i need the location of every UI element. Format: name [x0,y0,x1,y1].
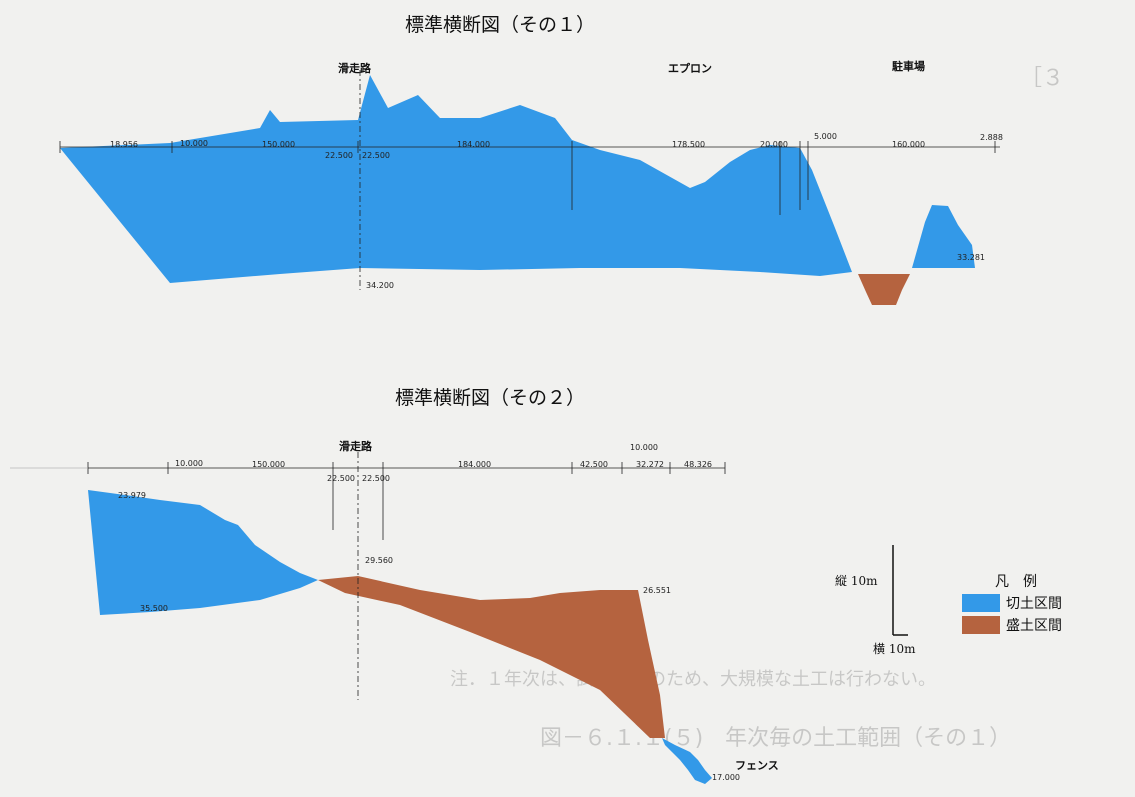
section2-fence-label: フェンス [735,759,779,772]
section1-parking-cut [912,205,975,268]
s2-dim: 184.000 [458,460,492,469]
section2-cut-left [88,490,318,615]
section2-runway-label: 滑走路 [339,440,372,453]
section2-fill-area [318,576,665,738]
s2-dim: 26.551 [643,586,671,595]
s1-dim: 160.000 [892,140,926,149]
section1-apron-label: エプロン [668,62,712,75]
legend-item-cut: 切土区間 [962,593,1062,613]
s1-dim: 18.956 [110,140,138,149]
scale-bar [892,545,908,636]
section1-profile [59,70,1000,305]
s1-dim: 150.000 [262,140,296,149]
section1-title: 標準横断図（その１） [405,14,596,36]
s2-dim: 32.272 [636,460,664,469]
s1-dim: 5.000 [814,132,837,141]
scale-horizontal-label: 横 10m [873,642,916,656]
section1-runway-label: 滑走路 [338,62,371,75]
scale-vertical-label: 縦 10m [835,574,878,588]
s2-dim: 42.500 [580,460,608,469]
s1-dim: 178.500 [672,140,706,149]
legend-title: 凡 例 [995,574,1037,590]
section2-profile [10,452,726,784]
s1-dim: 34.200 [366,281,394,290]
s2-dim: 23.979 [118,491,146,500]
s2-dim: 35.500 [140,604,168,613]
section2-fence-cut [662,738,712,784]
s1-dim: 184.000 [457,140,491,149]
s1-dim: 2.888 [980,133,1003,142]
s2-dim: 22.500 [362,474,390,483]
section2-title: 標準横断図（その２） [395,387,586,409]
s1-dim: 20.000 [760,140,788,149]
s2-dim: 10.000 [175,459,203,468]
legend-label-fill: 盛土区間 [1006,618,1062,634]
s2-dim: 29.560 [365,556,393,565]
s1-dim: 22.500 [325,151,353,160]
s1-dim: 33.281 [957,253,985,262]
section1-cut-area [60,75,852,283]
s2-dim: 17.000 [712,773,740,782]
legend-item-fill: 盛土区間 [962,615,1062,635]
s1-dim: 22.500 [362,151,390,160]
section1-parking-label: 駐車場 [892,60,925,73]
section1-fill-area [858,274,910,305]
legend-swatch-cut [962,594,1000,612]
s2-dim: 48.326 [684,460,712,469]
legend-swatch-fill [962,616,1000,634]
legend-label-cut: 切土区間 [1006,596,1062,612]
s2-dim: 22.500 [327,474,355,483]
s2-dim: 10.000 [630,443,658,452]
s2-dim: 150.000 [252,460,286,469]
s1-dim: 10.000 [180,139,208,148]
